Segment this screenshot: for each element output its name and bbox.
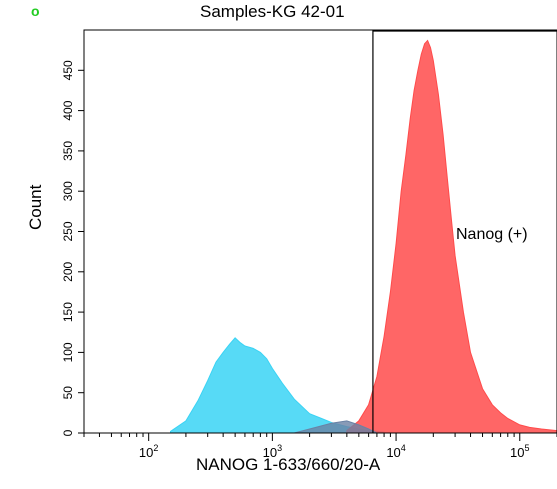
- y-tick-label-50: 50: [61, 386, 75, 400]
- y-axis-ticks: 0 50 100 150 200 250 300 350 400 450: [61, 60, 84, 436]
- y-tick-label-300: 300: [61, 181, 75, 201]
- panel-letter: o: [31, 3, 40, 19]
- x-tick-label-100000: 105: [510, 443, 529, 460]
- y-tick-label-350: 350: [61, 141, 75, 161]
- y-tick-label-0: 0: [61, 429, 75, 436]
- gate-layer: [372, 30, 557, 433]
- y-tick-label-100: 100: [61, 342, 75, 362]
- x-tick-exponent-10000: 4: [401, 443, 406, 453]
- x-axis-label: NANOG 1-633/660/20-A: [196, 455, 381, 474]
- histogram-series-2: [346, 39, 557, 434]
- series-layer: [170, 39, 557, 434]
- y-tick-label-150: 150: [61, 302, 75, 322]
- y-tick-label-450: 450: [61, 60, 75, 80]
- x-tick-exponent-1000: 3: [277, 443, 282, 453]
- x-tick-label-10000: 104: [386, 443, 405, 460]
- x-tick-label-100: 102: [139, 443, 158, 460]
- y-tick-label-200: 200: [61, 261, 75, 281]
- y-axis-label: Count: [26, 184, 45, 230]
- chart-title: Samples-KG 42-01: [200, 2, 345, 21]
- y-tick-label-400: 400: [61, 100, 75, 120]
- histogram-series-1: [170, 337, 385, 434]
- y-tick-label-250: 250: [61, 221, 75, 241]
- gate-label-nanog: Nanog (+): [456, 226, 528, 243]
- histogram-series-3: [294, 420, 378, 434]
- x-tick-exponent-100: 2: [153, 443, 158, 453]
- x-tick-exponent-100000: 5: [524, 443, 529, 453]
